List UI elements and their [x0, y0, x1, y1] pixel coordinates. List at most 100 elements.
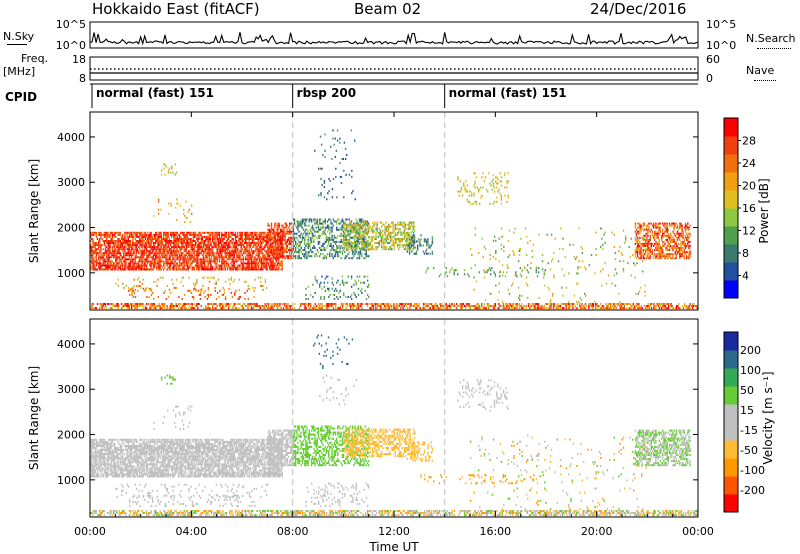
power-cell	[460, 307, 462, 310]
power-cell	[331, 247, 333, 249]
power-cell	[360, 248, 362, 251]
power-cell	[341, 251, 344, 254]
power-cell	[287, 232, 290, 235]
power-cell	[414, 307, 417, 310]
power-cell	[395, 233, 398, 236]
power-cell	[164, 303, 166, 305]
power-cell	[149, 231, 151, 234]
power-cell	[340, 175, 343, 178]
power-cell	[314, 218, 316, 221]
power-cell	[178, 248, 181, 251]
power-cell	[263, 262, 265, 265]
power-cell	[224, 244, 226, 247]
power-cell	[329, 245, 331, 247]
power-cell	[99, 244, 101, 247]
power-cell	[155, 254, 157, 257]
power-cell	[147, 303, 149, 305]
power-cell	[119, 242, 121, 244]
power-cell	[265, 256, 267, 259]
power-cell	[183, 305, 185, 307]
power-cell	[287, 255, 290, 258]
power-cell	[172, 260, 174, 263]
power-cell	[329, 238, 331, 241]
power-cell	[215, 252, 217, 255]
power-cell	[126, 235, 128, 238]
power-cell	[134, 260, 136, 263]
power-cell	[332, 293, 335, 296]
power-cell	[171, 278, 173, 281]
power-cell	[270, 266, 272, 269]
power-cell	[387, 242, 390, 244]
power-cell	[340, 303, 343, 305]
power-cell	[445, 307, 448, 310]
power-cell	[395, 307, 397, 310]
power-cell	[536, 275, 539, 278]
power-cell	[214, 240, 216, 242]
power-cell	[235, 289, 237, 292]
power-cell	[231, 307, 233, 310]
power-cell	[282, 238, 284, 241]
power-cell	[315, 220, 317, 223]
power-cell	[351, 253, 354, 256]
power-cell	[238, 254, 240, 257]
power-cell	[243, 246, 246, 249]
power-cell	[147, 260, 149, 263]
power-cell	[141, 262, 143, 265]
power-cell	[357, 234, 359, 237]
power-cell	[140, 252, 142, 255]
power-cell	[231, 268, 233, 271]
power-cell	[127, 286, 130, 289]
power-cell	[207, 231, 209, 234]
power-cell	[166, 252, 168, 255]
power-cell	[158, 233, 160, 236]
power-cell	[201, 254, 204, 257]
power-cell	[358, 225, 360, 228]
power-cell	[212, 276, 214, 279]
power-cell	[254, 278, 256, 281]
power-cell	[340, 182, 343, 184]
power-cell	[365, 246, 367, 249]
power-cell	[359, 238, 361, 240]
power-cell	[253, 307, 255, 310]
power-cell	[119, 268, 121, 271]
power-cell	[168, 288, 171, 291]
power-cell	[188, 276, 190, 279]
power-cell	[196, 260, 198, 263]
power-cell	[365, 225, 367, 228]
power-cell	[139, 246, 141, 249]
power-cell	[124, 303, 126, 305]
power-cell	[132, 248, 134, 251]
power-cell	[141, 282, 143, 285]
power-cell	[409, 221, 411, 224]
power-cell	[147, 258, 149, 261]
power-cell	[106, 264, 108, 267]
power-cell	[350, 245, 353, 247]
power-cell	[278, 232, 281, 235]
power-cell	[144, 246, 147, 249]
power-cell	[271, 238, 273, 240]
power-cell	[182, 266, 184, 269]
power-cell	[271, 264, 273, 267]
power-cell	[299, 305, 302, 307]
power-cell	[320, 249, 322, 252]
power-cell	[326, 198, 328, 201]
power-cell	[152, 254, 155, 257]
power-cell	[222, 262, 224, 265]
power-cell	[113, 254, 116, 257]
power-cell	[247, 252, 249, 255]
power-cell	[180, 280, 182, 283]
power-cell	[279, 230, 282, 233]
power-cell	[238, 303, 240, 305]
power-cell	[208, 233, 210, 236]
power-cell	[118, 244, 120, 247]
power-cell	[402, 307, 404, 310]
power-cell	[343, 169, 345, 172]
power-cell	[320, 177, 322, 180]
power-cell	[504, 172, 506, 175]
power-cell	[310, 249, 313, 252]
power-cell	[100, 303, 102, 305]
power-cell	[198, 252, 200, 255]
power-cell	[99, 240, 101, 242]
power-cell	[256, 252, 258, 255]
power-cell	[362, 233, 365, 236]
